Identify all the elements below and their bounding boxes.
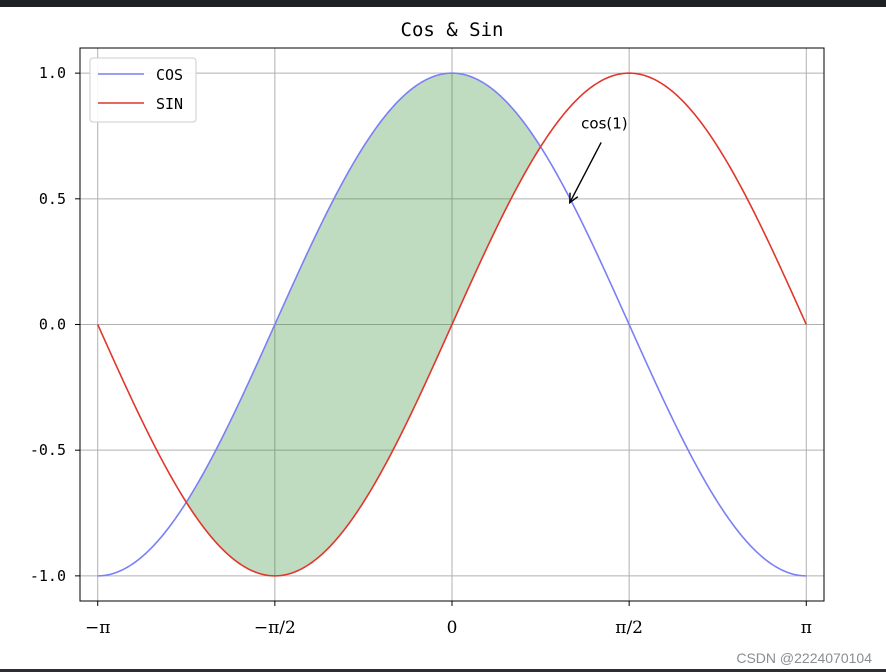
annotation-arrow-shaft — [569, 142, 602, 204]
x-tick-label-4: π — [801, 618, 812, 638]
x-axis-ticks: −π −π/2 0 π/2 π — [85, 601, 812, 638]
legend-label-sin: SIN — [156, 95, 183, 113]
x-tick-label-1: −π/2 — [254, 618, 296, 638]
chart-title: Cos & Sin — [401, 19, 504, 41]
annotation-label: cos(1) — [581, 114, 628, 132]
legend: COS SIN — [89, 57, 197, 123]
y-tick-label-3: 0.5 — [39, 190, 66, 208]
y-axis-ticks: -1.0 -0.5 0.0 0.5 1.0 — [30, 64, 80, 585]
series-lines — [96, 72, 808, 577]
series-line-sin — [96, 72, 808, 577]
series-line-cos — [97, 72, 807, 577]
watermark: CSDN @2224070104 — [736, 650, 872, 666]
annotation: cos(1) — [569, 114, 628, 205]
annotation-arrow-head — [569, 192, 579, 205]
y-tick-label-1: -0.5 — [30, 441, 66, 459]
x-tick-label-3: π/2 — [615, 618, 643, 638]
legend-label-cos: COS — [156, 66, 183, 84]
y-tick-label-4: 1.0 — [39, 64, 66, 82]
y-tick-label-0: -1.0 — [30, 567, 66, 585]
fill-between-area — [186, 73, 541, 576]
fill-between-region — [186, 73, 541, 576]
y-tick-label-2: 0.0 — [39, 316, 66, 334]
x-tick-label-0: −π — [85, 618, 110, 638]
x-tick-label-2: 0 — [447, 618, 458, 638]
window-top-bar — [0, 0, 886, 7]
window-bottom-bar — [0, 669, 886, 672]
